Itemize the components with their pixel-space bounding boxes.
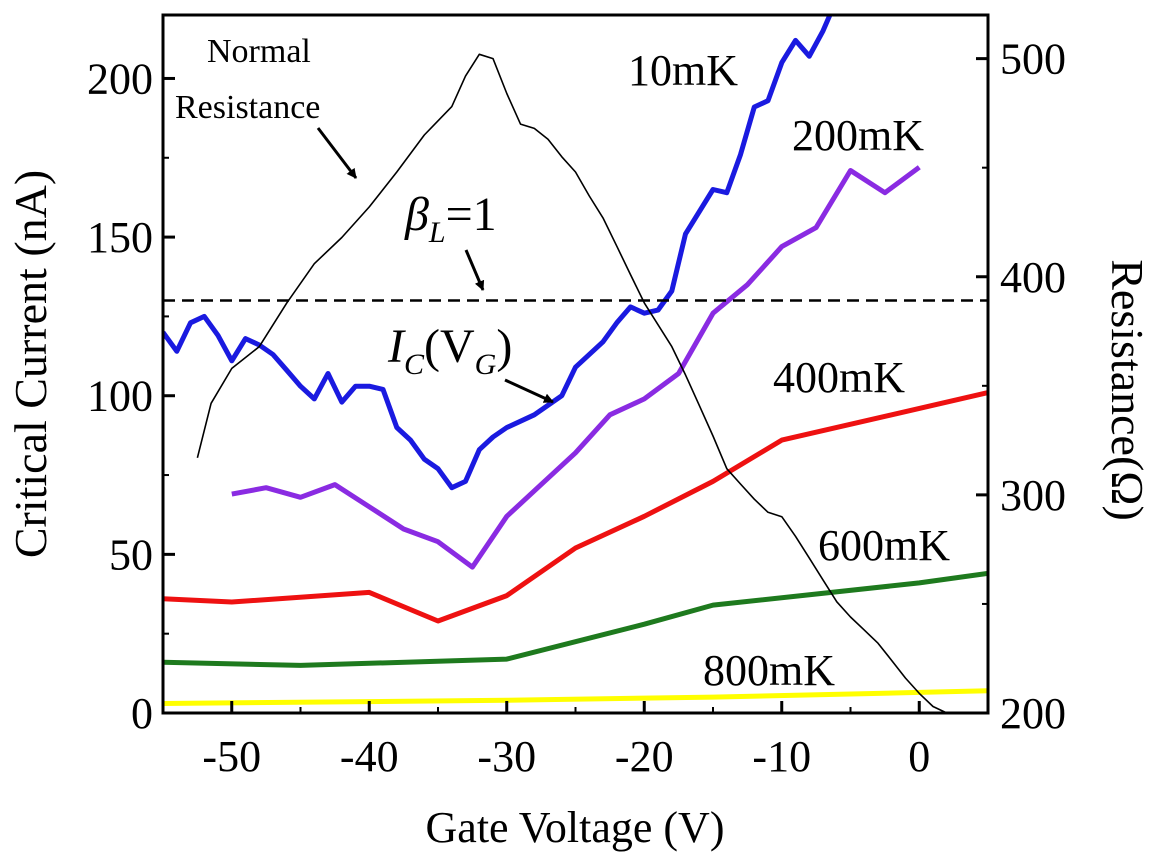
arrow-ic <box>504 378 554 404</box>
y-left-tick-label: 100 <box>87 372 153 421</box>
x-tick-label: -40 <box>340 732 399 781</box>
arrow-beta <box>464 249 485 291</box>
x-tick-label: -50 <box>202 732 261 781</box>
y-right-tick-label: 500 <box>1000 35 1066 84</box>
y-axis-title-right: Resistance(Ω) <box>1102 259 1152 521</box>
label-200mk: 200mK <box>792 111 924 160</box>
label-600mk: 600mK <box>818 521 950 570</box>
arrow-normal-resistance <box>316 127 358 179</box>
annotation-beta: βL=1 <box>404 188 497 249</box>
x-axis-title: Gate Voltage (V) <box>426 803 725 852</box>
annotation-ic: IC(VG) <box>387 320 512 381</box>
label-400mk: 400mK <box>773 353 905 402</box>
label-800mk: 800mK <box>703 646 835 695</box>
y-left-tick-label: 200 <box>87 54 153 103</box>
x-tick-label: 0 <box>908 732 930 781</box>
series-line-800mk <box>163 688 988 706</box>
x-tick-label: -30 <box>477 732 536 781</box>
series-line-10mk <box>163 15 833 491</box>
x-tick-label: -20 <box>615 732 674 781</box>
label-10mk: 10mK <box>628 46 738 95</box>
y-right-tick-label: 300 <box>1000 471 1066 520</box>
series-line-600mk <box>163 570 988 668</box>
y-right-tick-label: 400 <box>1000 253 1066 302</box>
y-axis-title-left: Critical Current (nA) <box>5 170 56 558</box>
annotation-normal: Normal <box>207 33 311 70</box>
series-line-200mk <box>231 165 921 570</box>
x-tick-label: -10 <box>752 732 811 781</box>
series-line-normal-resistance <box>196 53 948 713</box>
y-left-tick-label: 0 <box>131 689 153 738</box>
y-left-tick-label: 150 <box>87 213 153 262</box>
series-line-400mk <box>163 390 988 624</box>
y-left-tick-label: 50 <box>109 530 153 579</box>
y-right-tick-label: 200 <box>1000 689 1066 738</box>
annotation-resistance: Resistance <box>175 89 320 126</box>
